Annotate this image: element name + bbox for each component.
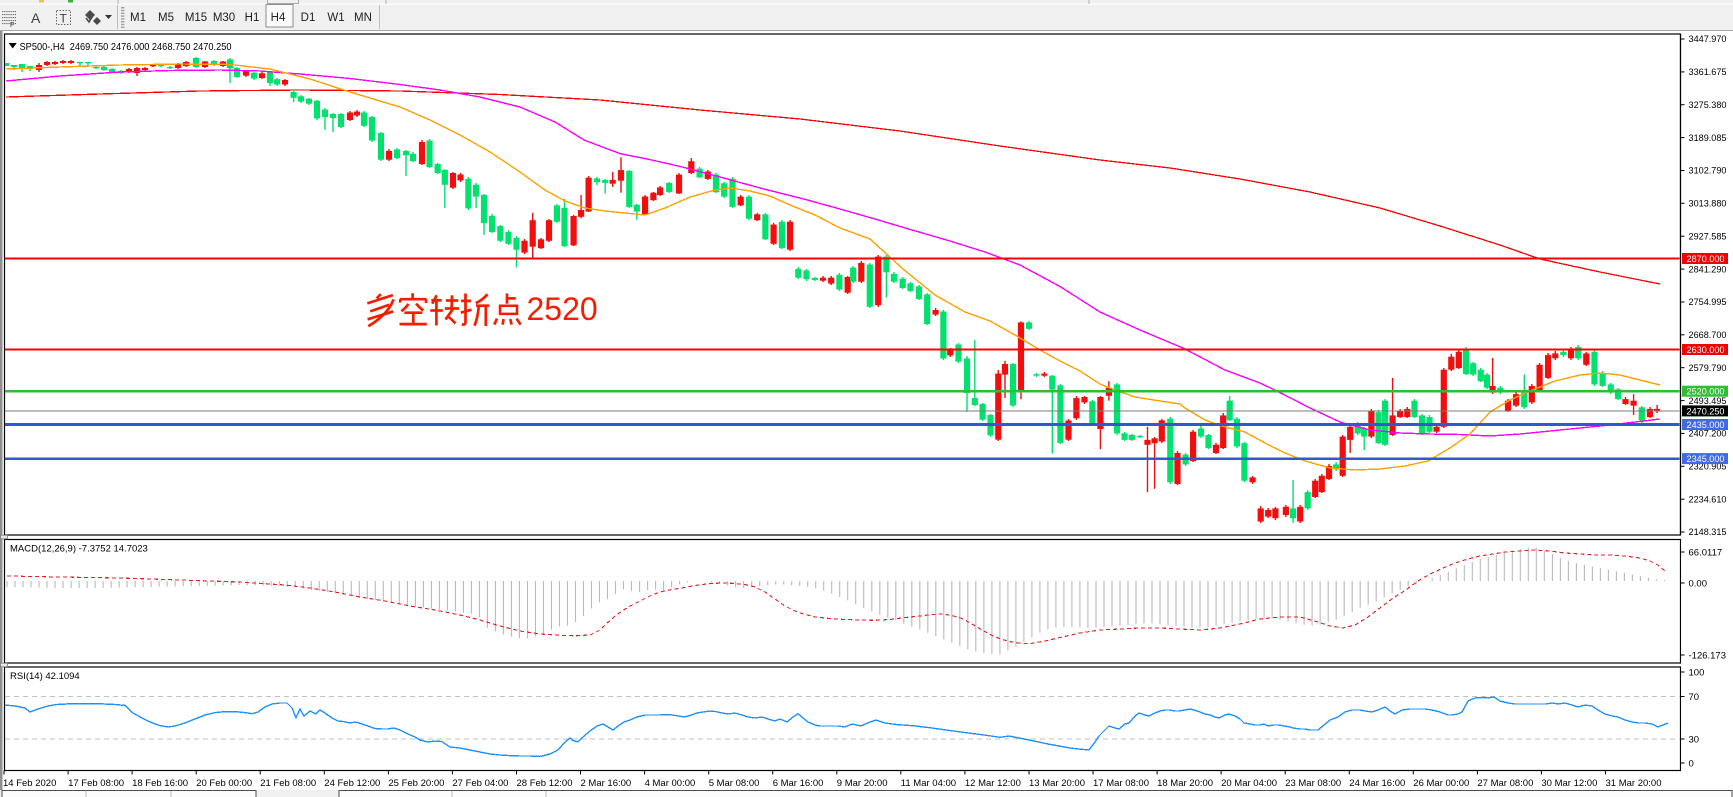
svg-text:31 Mar 20:00: 31 Mar 20:00	[1606, 778, 1662, 789]
svg-text:2320.905: 2320.905	[1689, 462, 1727, 473]
svg-text:F: F	[10, 22, 14, 29]
svg-text:12 Mar 12:00: 12 Mar 12:00	[965, 778, 1021, 789]
svg-text:D1: D1	[301, 12, 316, 24]
svg-text:2754.995: 2754.995	[1689, 297, 1727, 308]
svg-text:3013.880: 3013.880	[1689, 199, 1727, 210]
svg-text:18 Feb 16:00: 18 Feb 16:00	[132, 778, 188, 789]
svg-text:H4: H4	[271, 12, 286, 24]
svg-text:3102.790: 3102.790	[1689, 166, 1727, 177]
svg-text:0: 0	[1689, 758, 1694, 769]
svg-text:2668.700: 2668.700	[1689, 330, 1727, 341]
svg-text:3275.380: 3275.380	[1689, 100, 1727, 111]
svg-text:13 Mar 20:00: 13 Mar 20:00	[1029, 778, 1085, 789]
svg-text:2435.000: 2435.000	[1687, 420, 1725, 431]
svg-text:6 Mar 16:00: 6 Mar 16:00	[773, 778, 824, 789]
svg-text:2493.495: 2493.495	[1689, 396, 1727, 407]
svg-text:M5: M5	[158, 12, 174, 24]
svg-text:2870.000: 2870.000	[1687, 254, 1725, 265]
svg-text:2148.315: 2148.315	[1689, 527, 1727, 538]
svg-text:100: 100	[1689, 667, 1705, 678]
svg-text:M15: M15	[185, 12, 207, 24]
svg-text:25 Feb 20:00: 25 Feb 20:00	[388, 778, 444, 789]
svg-text:3189.085: 3189.085	[1689, 133, 1727, 144]
svg-text:2234.610: 2234.610	[1689, 494, 1727, 505]
svg-text:RSI(14) 42.1094: RSI(14) 42.1094	[10, 671, 80, 682]
svg-text:70: 70	[1689, 692, 1700, 703]
svg-text:23 Mar 08:00: 23 Mar 08:00	[1285, 778, 1341, 789]
svg-text:2841.290: 2841.290	[1689, 264, 1727, 275]
svg-text:2579.790: 2579.790	[1689, 363, 1727, 374]
svg-text:2630.000: 2630.000	[1687, 345, 1725, 356]
svg-text:A: A	[31, 10, 41, 26]
svg-text:4 Mar 00:00: 4 Mar 00:00	[645, 778, 696, 789]
svg-text:27 Feb 04:00: 27 Feb 04:00	[452, 778, 508, 789]
svg-text:66.0117: 66.0117	[1689, 547, 1723, 558]
svg-text:2345.000: 2345.000	[1687, 454, 1725, 465]
svg-text:5 Mar 08:00: 5 Mar 08:00	[709, 778, 760, 789]
svg-text:30: 30	[1689, 734, 1700, 745]
svg-text:27 Mar 08:00: 27 Mar 08:00	[1477, 778, 1533, 789]
svg-text:17 Feb 08:00: 17 Feb 08:00	[68, 778, 124, 789]
svg-text:2470.250: 2470.250	[1687, 406, 1725, 417]
svg-text:24 Mar 16:00: 24 Mar 16:00	[1349, 778, 1405, 789]
svg-text:2 Mar 16:00: 2 Mar 16:00	[581, 778, 632, 789]
svg-text:24 Feb 12:00: 24 Feb 12:00	[324, 778, 380, 789]
svg-text:H1: H1	[245, 12, 260, 24]
svg-text:0.00: 0.00	[1689, 578, 1708, 589]
svg-text:W1: W1	[327, 12, 344, 24]
svg-text:SP500-,H4 2469.750 2476.000 2: SP500-,H4 2469.750 2476.000 2468.750 247…	[20, 41, 232, 53]
svg-text:28 Feb 12:00: 28 Feb 12:00	[517, 778, 573, 789]
svg-text:20 Mar 04:00: 20 Mar 04:00	[1221, 778, 1277, 789]
svg-text:M1: M1	[130, 12, 146, 24]
svg-text:21 Feb 08:00: 21 Feb 08:00	[260, 778, 316, 789]
svg-text:18 Mar 20:00: 18 Mar 20:00	[1157, 778, 1213, 789]
svg-text:MN: MN	[354, 12, 372, 24]
svg-text:2927.585: 2927.585	[1689, 231, 1727, 242]
svg-text:2520.000: 2520.000	[1687, 387, 1725, 398]
svg-text:3361.675: 3361.675	[1689, 67, 1727, 78]
svg-text:2407.200: 2407.200	[1689, 429, 1727, 440]
svg-text:17 Mar 08:00: 17 Mar 08:00	[1093, 778, 1149, 789]
svg-text:MACD(12,26,9) -7.3752 14.7023: MACD(12,26,9) -7.3752 14.7023	[10, 544, 148, 555]
svg-text:2520: 2520	[527, 291, 598, 327]
svg-text:-126.173: -126.173	[1689, 650, 1727, 661]
svg-text:11 Mar 04:00: 11 Mar 04:00	[901, 778, 956, 789]
svg-text:14 Feb 2020: 14 Feb 2020	[3, 778, 56, 789]
svg-text:M30: M30	[213, 12, 235, 24]
svg-text:30 Mar 12:00: 30 Mar 12:00	[1541, 778, 1597, 789]
svg-text:9 Mar 20:00: 9 Mar 20:00	[837, 778, 888, 789]
svg-text:T: T	[60, 12, 68, 26]
svg-text:20 Feb 00:00: 20 Feb 00:00	[196, 778, 252, 789]
svg-text:26 Mar 00:00: 26 Mar 00:00	[1413, 778, 1469, 789]
svg-text:3447.970: 3447.970	[1689, 34, 1727, 45]
